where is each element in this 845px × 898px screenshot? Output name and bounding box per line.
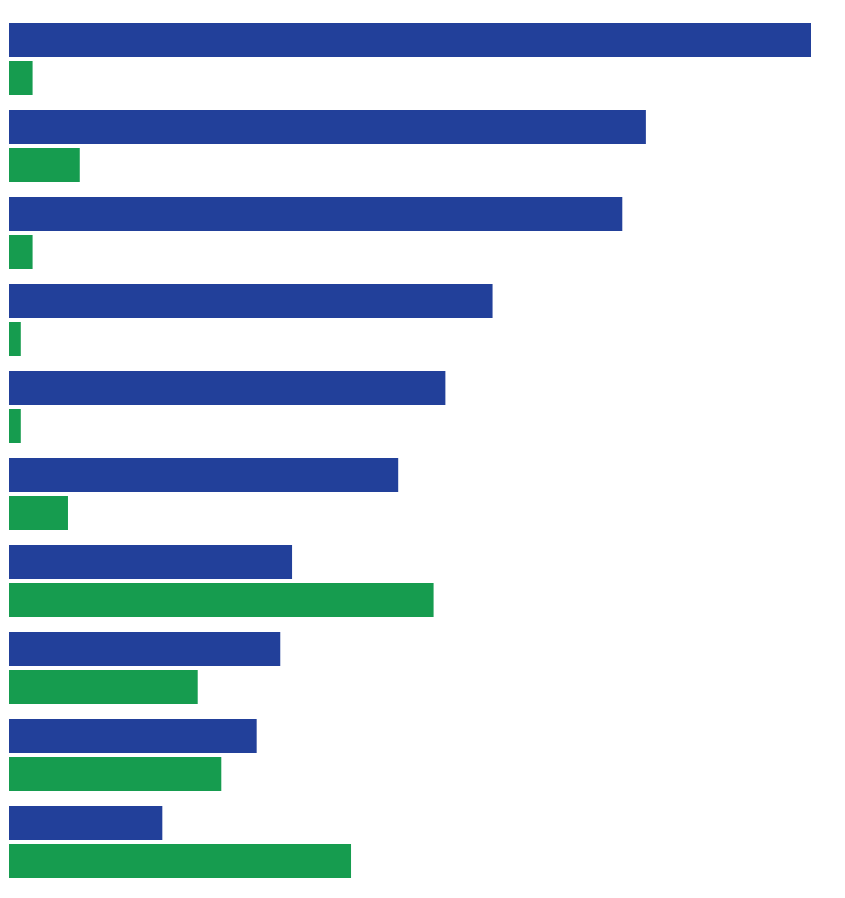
bar-series-2-item-10 [9,844,352,878]
bar-series-2-item-1 [9,61,33,95]
bar-series-1-item-10 [9,806,163,840]
bar-series-1-item-9 [9,719,257,753]
bar-series-2-item-5 [9,409,21,443]
bar-series-1-item-5 [9,371,446,405]
bar-series-1-item-3 [9,197,623,231]
bar-series-1-item-8 [9,632,281,666]
bar-series-2-item-9 [9,757,222,791]
bar-series-2-item-4 [9,322,21,356]
bar-series-2-item-2 [9,148,80,182]
bar-series-2-item-6 [9,496,68,530]
bar-series-1-item-6 [9,458,399,492]
bar-series-2-item-7 [9,583,434,617]
bar-series-1-item-1 [9,23,811,57]
bar-series-1-item-2 [9,110,646,144]
bar-series-1-item-7 [9,545,293,579]
bars-layer [9,23,811,878]
bar-series-2-item-8 [9,670,198,704]
bar-series-1-item-4 [9,284,493,318]
bar-series-2-item-3 [9,235,33,269]
